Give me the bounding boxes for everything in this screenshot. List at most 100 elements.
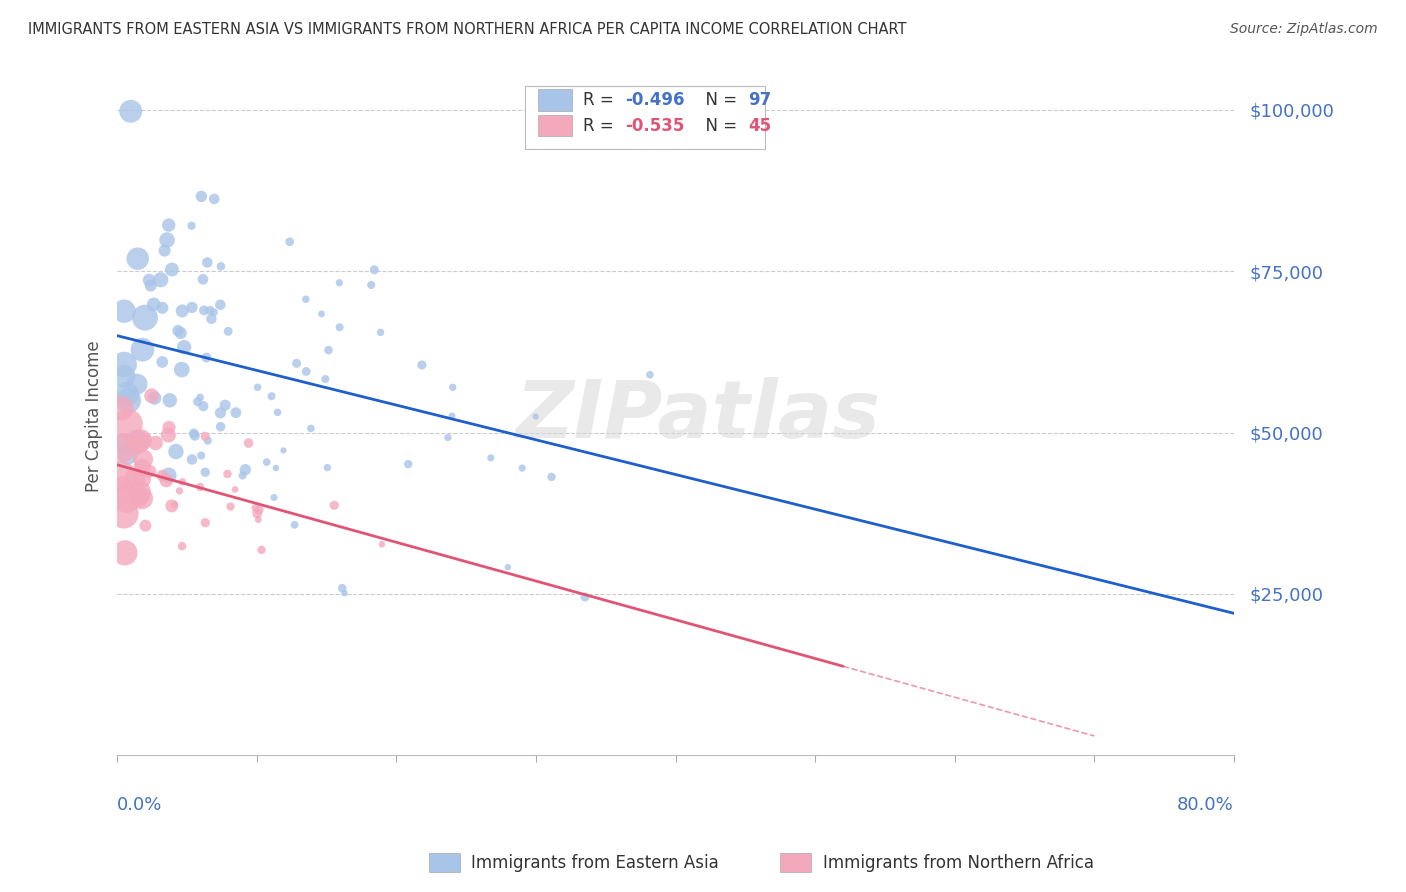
Point [238, 436, 260, 450]
Point [224, 483, 246, 497]
Text: 0.0%: 0.0% [117, 796, 163, 814]
Point [131, 343, 153, 357]
Point [194, 465, 217, 479]
Point [167, 324, 190, 338]
Point [131, 472, 153, 486]
Bar [538, 115, 572, 136]
Point [256, 455, 278, 469]
Point [134, 518, 156, 533]
Point [110, 401, 132, 416]
Point [114, 546, 136, 560]
Text: Immigrants from Eastern Asia: Immigrants from Eastern Asia [471, 854, 718, 871]
Point [112, 304, 135, 318]
Point [246, 380, 269, 394]
Point [190, 189, 212, 203]
Point [329, 320, 352, 334]
Point [441, 380, 464, 394]
Point [127, 377, 149, 392]
Point [371, 537, 394, 551]
Text: -0.535: -0.535 [626, 117, 685, 135]
Point [195, 255, 218, 269]
Point [314, 372, 336, 386]
Point [173, 340, 195, 354]
Point [134, 310, 156, 325]
Point [117, 448, 139, 462]
Point [333, 586, 356, 600]
Point [160, 499, 183, 513]
Point [263, 491, 285, 505]
Point [149, 273, 172, 287]
Point [153, 244, 176, 258]
Point [181, 301, 204, 315]
Point [120, 104, 142, 119]
Point [245, 501, 267, 516]
Point [155, 474, 177, 488]
Point [540, 470, 562, 484]
Point [124, 471, 146, 485]
Point [311, 307, 333, 321]
Point [188, 480, 211, 494]
Point [295, 292, 318, 306]
Point [194, 516, 217, 530]
Point [129, 434, 152, 448]
Point [191, 272, 214, 286]
Point [231, 468, 253, 483]
Point [172, 304, 194, 318]
Point [209, 419, 232, 434]
Point [209, 298, 232, 312]
Point [170, 326, 193, 340]
Point [114, 436, 136, 450]
Point [180, 219, 202, 233]
Point [299, 421, 322, 435]
Point [115, 491, 138, 506]
Point [172, 475, 194, 489]
Point [169, 483, 191, 498]
Point [150, 301, 173, 315]
Point [188, 390, 211, 404]
Point [128, 485, 150, 500]
Point [110, 469, 132, 483]
Text: Source: ZipAtlas.com: Source: ZipAtlas.com [1230, 22, 1378, 37]
Point [190, 449, 212, 463]
Point [360, 277, 382, 292]
Text: IMMIGRANTS FROM EASTERN ASIA VS IMMIGRANTS FROM NORTHERN AFRICA PER CAPITA INCOM: IMMIGRANTS FROM EASTERN ASIA VS IMMIGRAN… [28, 22, 907, 37]
Point [214, 398, 236, 412]
Point [150, 355, 173, 369]
Text: N =: N = [695, 117, 742, 135]
Text: -0.496: -0.496 [626, 91, 685, 109]
Point [131, 460, 153, 475]
Point [163, 498, 186, 512]
Point [285, 356, 308, 370]
Point [225, 406, 247, 420]
Point [202, 192, 225, 206]
Point [117, 417, 139, 431]
Point [112, 507, 135, 521]
Point [110, 483, 132, 497]
Point [638, 368, 661, 382]
Point [142, 297, 165, 311]
Point [139, 464, 162, 478]
Point [524, 409, 547, 424]
Point [125, 436, 148, 450]
Point [156, 233, 179, 247]
Point [219, 500, 242, 514]
Point [250, 542, 273, 557]
Point [157, 420, 180, 434]
Point [145, 436, 167, 450]
Point [278, 235, 301, 249]
Point [132, 452, 155, 467]
Point [112, 358, 135, 372]
Point [209, 260, 232, 274]
Point [194, 429, 217, 443]
Point [195, 351, 218, 365]
Text: 45: 45 [748, 117, 772, 135]
Point [209, 406, 232, 420]
Point [510, 461, 533, 475]
Point [233, 463, 256, 477]
Bar [538, 89, 572, 111]
Point [200, 311, 222, 326]
Point [157, 468, 180, 483]
Point [440, 409, 463, 423]
Point [283, 517, 305, 532]
Point [170, 362, 193, 376]
